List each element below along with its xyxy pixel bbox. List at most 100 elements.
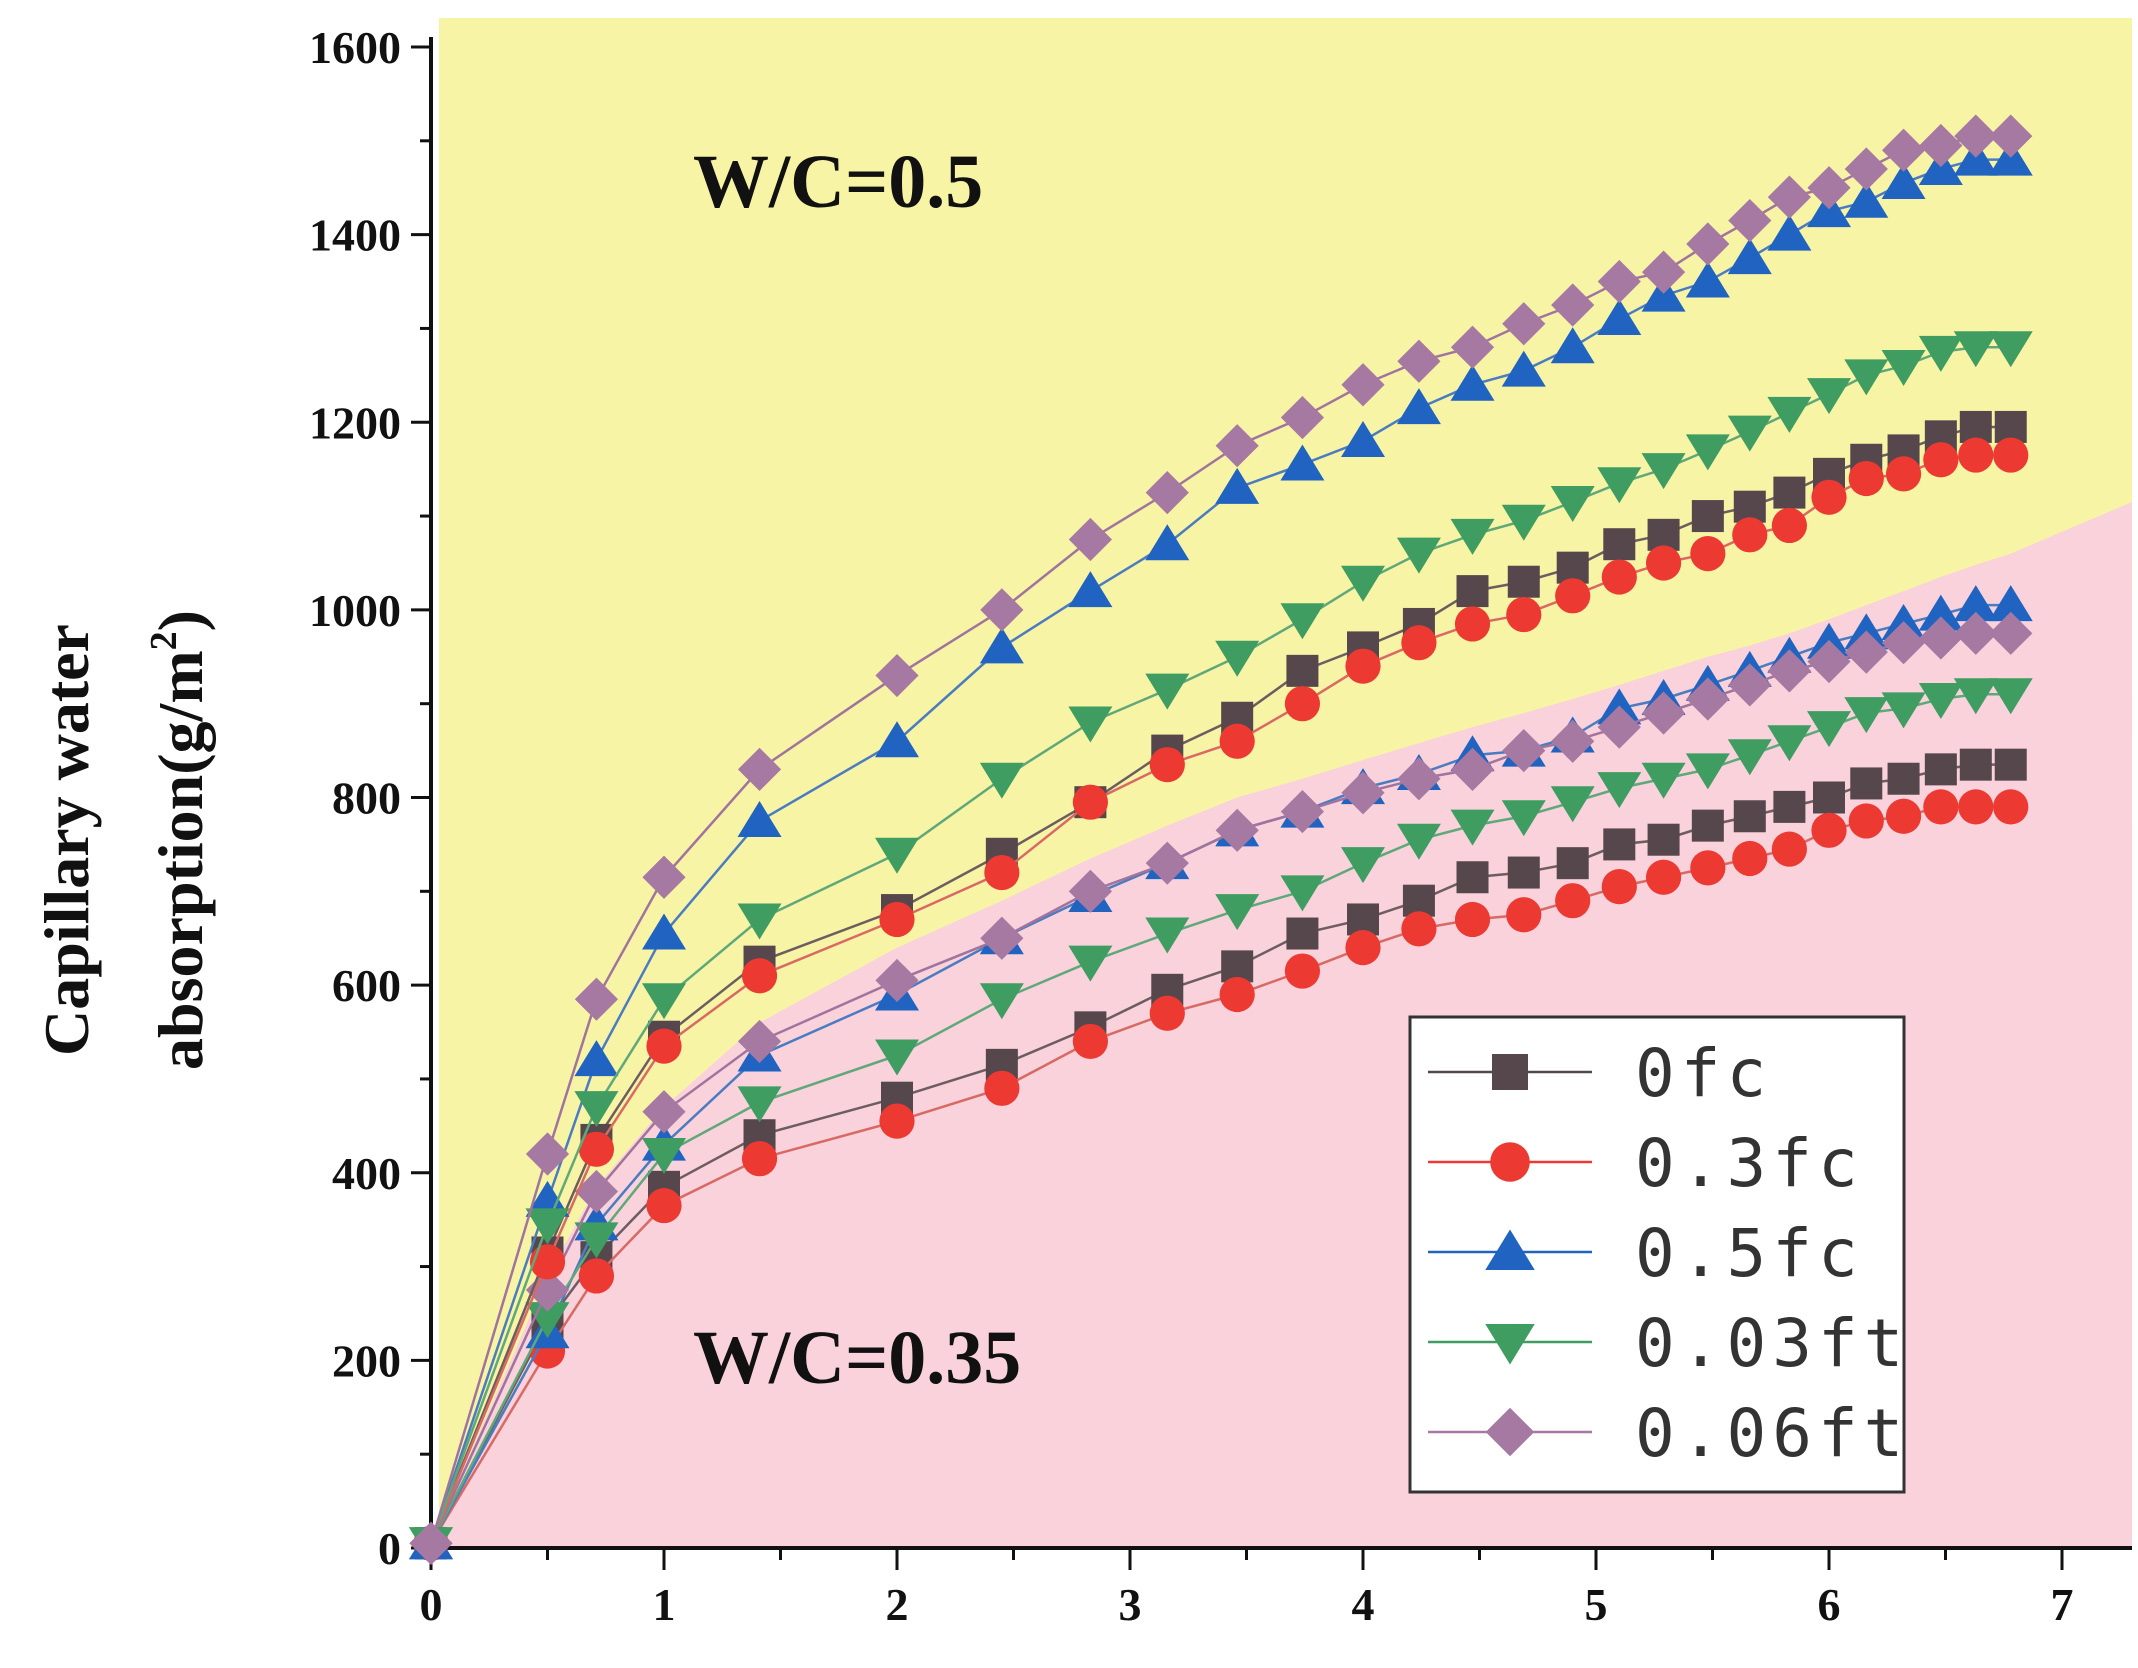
point-0-06ft-wc05 xyxy=(525,1132,570,1176)
point-0-5fc-wc05 xyxy=(1145,524,1190,561)
point-0-3fc-wc05 xyxy=(646,1028,682,1064)
point-0-06ft-wc035 xyxy=(1215,808,1259,852)
legend: 0fc 0.3fc 0.5fc 0.03ft 0.06ft xyxy=(1408,1015,1909,1494)
point-0-06ft-wc05 xyxy=(1341,363,1385,407)
point-0-5fc-wc05 xyxy=(875,721,919,758)
point-0-3fc-wc05 xyxy=(1072,784,1108,820)
annotation-wc-0-5: W/C=0.5 xyxy=(693,140,983,224)
point-0-03ft-wc05 xyxy=(1953,331,1998,368)
point-0-3fc-wc035 xyxy=(1149,995,1185,1031)
point-0-3fc-wc05 xyxy=(1601,559,1637,595)
x-tick-label: 5 xyxy=(1585,1579,1608,1630)
point-0-03ft-wc05 xyxy=(574,1091,619,1128)
y-tick-label: 1600 xyxy=(309,22,401,73)
point-0fc-wc035 xyxy=(1603,828,1636,861)
legend-item-0-3fc: 0.3fc xyxy=(1428,1125,1864,1202)
point-0-06ft-wc05 xyxy=(1807,166,1851,210)
point-0-03ft-wc05 xyxy=(1501,504,1546,541)
point-0-06ft-wc035 xyxy=(1450,747,1495,791)
point-0-3fc-wc035 xyxy=(1993,789,2029,825)
point-0-06ft-wc035 xyxy=(1397,757,1441,801)
legend-label-0-3fc: 0.3fc xyxy=(1635,1125,1864,1202)
point-0-3fc-wc035 xyxy=(1345,930,1381,966)
point-0-06ft-wc035 xyxy=(574,1169,619,1214)
point-0-03ft-wc05 xyxy=(1280,603,1325,640)
point-0-06ft-wc035 xyxy=(525,1268,570,1312)
point-0-06ft-wc035 xyxy=(1919,616,1963,660)
point-0-03ft-wc05 xyxy=(1685,434,1730,471)
point-0-06ft-wc05 xyxy=(1597,259,1641,304)
y-axis-label-line2: absorption(g/m2) xyxy=(143,610,216,1070)
point-0-3fc-wc05 xyxy=(1811,479,1847,515)
point-0-03ft-wc035 xyxy=(1145,917,1190,954)
point-0-03ft-wc035 xyxy=(1685,753,1730,790)
point-0-03ft-wc05 xyxy=(737,903,782,940)
legend-label-0-5fc: 0.5fc xyxy=(1635,1215,1864,1292)
point-0-03ft-wc035 xyxy=(1550,786,1595,823)
point-0-5fc-wc05 xyxy=(1550,327,1595,364)
point-0-5fc-wc05 xyxy=(1215,467,1260,504)
point-0-03ft-wc035 xyxy=(1501,800,1546,837)
point-0-03ft-wc035 xyxy=(1341,847,1385,884)
point-0-03ft-wc035 xyxy=(1280,875,1325,912)
point-0-03ft-wc035 xyxy=(1215,894,1260,931)
point-0-03ft-wc05 xyxy=(1450,518,1495,555)
point-0-06ft-wc035 xyxy=(1597,705,1641,749)
x-tick-label: 3 xyxy=(1119,1579,1142,1630)
point-0-03ft-wc035 xyxy=(979,983,1024,1020)
point-0-5fc-wc05 xyxy=(979,627,1024,664)
point-0-06ft-wc05 xyxy=(875,653,919,698)
point-0-3fc-wc05 xyxy=(1690,535,1726,572)
point-0-06ft-wc05 xyxy=(1502,302,1546,346)
point-0-06ft-wc05 xyxy=(1989,114,2033,158)
y-tick-label: 0 xyxy=(378,1523,401,1574)
legend-label-0-06ft: 0.06ft xyxy=(1635,1395,1909,1472)
point-0fc-wc035 xyxy=(1959,748,1992,781)
point-0-3fc-wc035 xyxy=(1401,911,1437,947)
point-0-03ft-wc035 xyxy=(1881,692,1926,729)
point-0-5fc-wc035 xyxy=(1988,585,2033,622)
y-axis-label-line1: Capillary water xyxy=(31,624,102,1056)
point-0-5fc-wc05 xyxy=(1068,571,1113,608)
point-0-06ft-wc035 xyxy=(875,958,919,1003)
point-0-03ft-wc035 xyxy=(1807,711,1851,748)
point-0-3fc-wc05 xyxy=(1555,578,1591,614)
point-0-03ft-wc05 xyxy=(642,983,686,1020)
point-0fc-wc035 xyxy=(1456,861,1489,894)
series-0-06ft-wc035 xyxy=(409,611,2033,1565)
point-0-3fc-wc05 xyxy=(1219,723,1255,759)
legend-label-0-03ft: 0.03ft xyxy=(1635,1305,1909,1382)
point-0-03ft-wc035 xyxy=(737,1086,782,1123)
point-0-5fc-wc035 xyxy=(1953,585,1998,622)
point-0-06ft-wc035 xyxy=(1341,771,1385,815)
point-0fc-wc05 xyxy=(1456,575,1489,608)
point-0-03ft-wc05 xyxy=(525,1208,570,1245)
point-0-03ft-wc05 xyxy=(1881,349,1926,386)
point-0-5fc-wc05 xyxy=(525,1180,570,1217)
point-0-03ft-wc05 xyxy=(875,837,919,874)
point-0-06ft-wc035 xyxy=(737,1019,782,1064)
point-0-03ft-wc035 xyxy=(1396,823,1441,860)
point-0-06ft-wc05 xyxy=(574,977,619,1021)
legend-marker-0-5fc xyxy=(1485,1229,1535,1270)
point-0-06ft-wc05 xyxy=(642,855,686,899)
point-0-03ft-wc05 xyxy=(1988,331,2033,368)
point-0-5fc-wc05 xyxy=(737,800,782,837)
x-tick-label: 6 xyxy=(1818,1579,1841,1630)
series-0-06ft-wc05 xyxy=(409,114,2033,1565)
point-0-03ft-wc05 xyxy=(1550,485,1595,522)
series-layer xyxy=(409,114,2033,1565)
y-tick-label: 800 xyxy=(332,773,401,824)
point-0fc-wc035 xyxy=(1733,800,1766,833)
point-0-03ft-wc035 xyxy=(1844,697,1889,734)
point-0-5fc-wc05 xyxy=(574,1040,619,1077)
point-0-3fc-wc035 xyxy=(1219,976,1255,1013)
point-0-3fc-wc035 xyxy=(1555,883,1591,919)
point-0-06ft-wc035 xyxy=(1641,691,1686,735)
point-0-03ft-wc05 xyxy=(1918,335,1963,372)
point-0-3fc-wc05 xyxy=(1885,456,1922,492)
point-0-3fc-wc035 xyxy=(646,1187,682,1224)
point-0-06ft-wc05 xyxy=(737,747,782,791)
point-0-03ft-wc05 xyxy=(1215,640,1260,677)
